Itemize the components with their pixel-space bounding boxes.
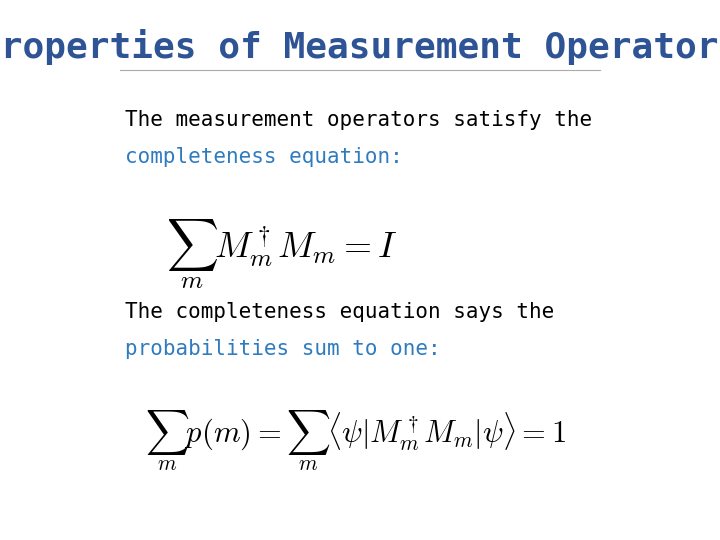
Text: completeness equation:: completeness equation: (125, 147, 402, 167)
Text: $\sum_m M_m^\dagger M_m = I$: $\sum_m M_m^\dagger M_m = I$ (166, 217, 397, 291)
Text: $\sum_m p(m) = \sum_m \langle \psi | M_m^\dagger M_m | \psi \rangle = 1$: $\sum_m p(m) = \sum_m \langle \psi | M_m… (145, 409, 566, 474)
Text: probabilities sum to one:: probabilities sum to one: (125, 340, 441, 360)
Text: The measurement operators satisfy the: The measurement operators satisfy the (125, 110, 592, 130)
Text: Properties of Measurement Operators: Properties of Measurement Operators (0, 30, 720, 65)
Text: The completeness equation says the: The completeness equation says the (125, 302, 554, 322)
